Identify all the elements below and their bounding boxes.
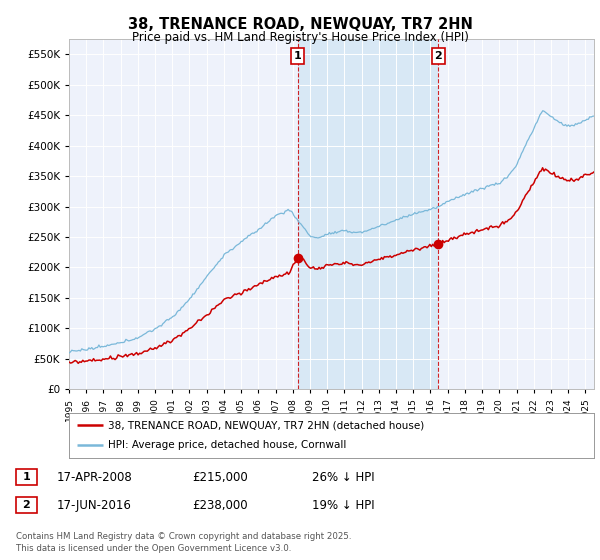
Text: £215,000: £215,000 [192,470,248,484]
Bar [298,39,439,389]
Text: 19% ↓ HPI: 19% ↓ HPI [312,498,374,512]
Text: 17-JUN-2016: 17-JUN-2016 [57,498,132,512]
Text: 2: 2 [434,52,442,61]
Text: 17-APR-2008: 17-APR-2008 [57,470,133,484]
Text: 38, TRENANCE ROAD, NEWQUAY, TR7 2HN (detached house): 38, TRENANCE ROAD, NEWQUAY, TR7 2HN (det… [109,420,425,430]
Text: 1: 1 [294,52,302,61]
Text: £238,000: £238,000 [192,498,248,512]
Text: HPI: Average price, detached house, Cornwall: HPI: Average price, detached house, Corn… [109,440,347,450]
Text: 2: 2 [23,500,30,510]
Text: Price paid vs. HM Land Registry's House Price Index (HPI): Price paid vs. HM Land Registry's House … [131,31,469,44]
Text: Contains HM Land Registry data © Crown copyright and database right 2025.
This d: Contains HM Land Registry data © Crown c… [16,533,351,553]
Text: 26% ↓ HPI: 26% ↓ HPI [312,470,374,484]
Text: 1: 1 [23,472,30,482]
Text: 38, TRENANCE ROAD, NEWQUAY, TR7 2HN: 38, TRENANCE ROAD, NEWQUAY, TR7 2HN [128,17,472,32]
